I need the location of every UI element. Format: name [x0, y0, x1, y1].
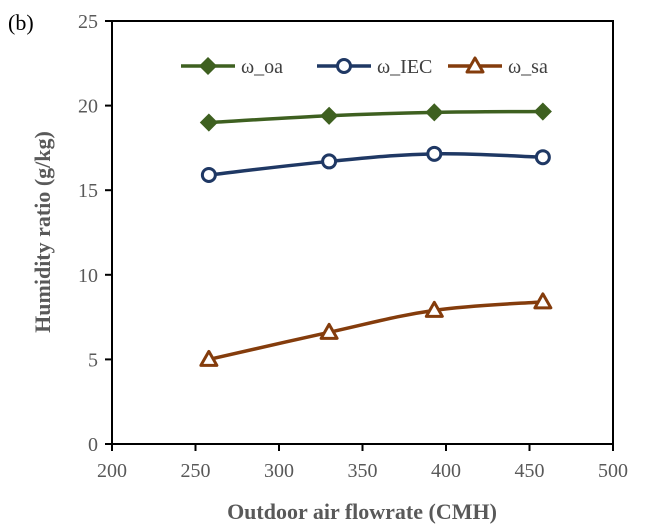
- legend-marker: [198, 56, 218, 76]
- data-point: [425, 103, 444, 122]
- series-3: [199, 292, 553, 367]
- plot-area-frame: [111, 20, 614, 445]
- data-point: [321, 153, 338, 170]
- data-point: [424, 300, 444, 318]
- series-2: [200, 145, 551, 183]
- series-line: [207, 109, 545, 125]
- legend-marker: [465, 56, 485, 74]
- x-tick-label: 450: [515, 460, 545, 482]
- x-tick-label: 500: [598, 460, 628, 482]
- y-tick-label: 10: [78, 265, 98, 287]
- panel-label: (b): [8, 10, 34, 35]
- legend-label: ω_IEC: [377, 56, 432, 78]
- legend-entry: ω_sa: [448, 56, 548, 78]
- y-axis-title: Humidity ratio (g/kg): [30, 131, 55, 333]
- data-point: [199, 349, 219, 367]
- y-tick-label: 25: [78, 11, 98, 33]
- x-tick-label: 350: [348, 460, 378, 482]
- series-line: [207, 300, 545, 362]
- data-point: [533, 102, 552, 121]
- data-point: [319, 322, 339, 340]
- legend-marker: [336, 58, 352, 74]
- x-axis-ticks: 200 250 300 350 400 450 500: [97, 444, 628, 482]
- y-tick-label: 0: [88, 434, 98, 456]
- legend-label: ω_sa: [508, 56, 548, 78]
- x-tick-label: 400: [431, 460, 461, 482]
- y-tick-label: 5: [88, 349, 98, 371]
- x-tick-label: 300: [264, 460, 294, 482]
- legend-entry: ω_IEC: [317, 56, 432, 78]
- data-point: [533, 292, 553, 310]
- x-tick-label: 250: [181, 460, 211, 482]
- series-1: [199, 102, 552, 132]
- data-point: [426, 145, 443, 162]
- legend: ω_oa ω_IEC ω_sa: [181, 56, 548, 78]
- y-tick-label: 20: [78, 96, 98, 118]
- data-point: [320, 106, 339, 125]
- y-tick-label: 15: [78, 180, 98, 202]
- data-point: [534, 149, 551, 166]
- x-axis-title: Outdoor air flowrate (CMH): [227, 499, 497, 524]
- legend-entry: ω_oa: [181, 56, 283, 78]
- x-tick-label: 200: [97, 460, 127, 482]
- series-line: [207, 151, 545, 177]
- y-axis-ticks: 0 5 10 15 20 25: [78, 11, 112, 456]
- legend-label: ω_oa: [241, 56, 283, 78]
- data-point: [199, 113, 218, 132]
- series-layer: [199, 102, 553, 367]
- data-point: [200, 166, 217, 183]
